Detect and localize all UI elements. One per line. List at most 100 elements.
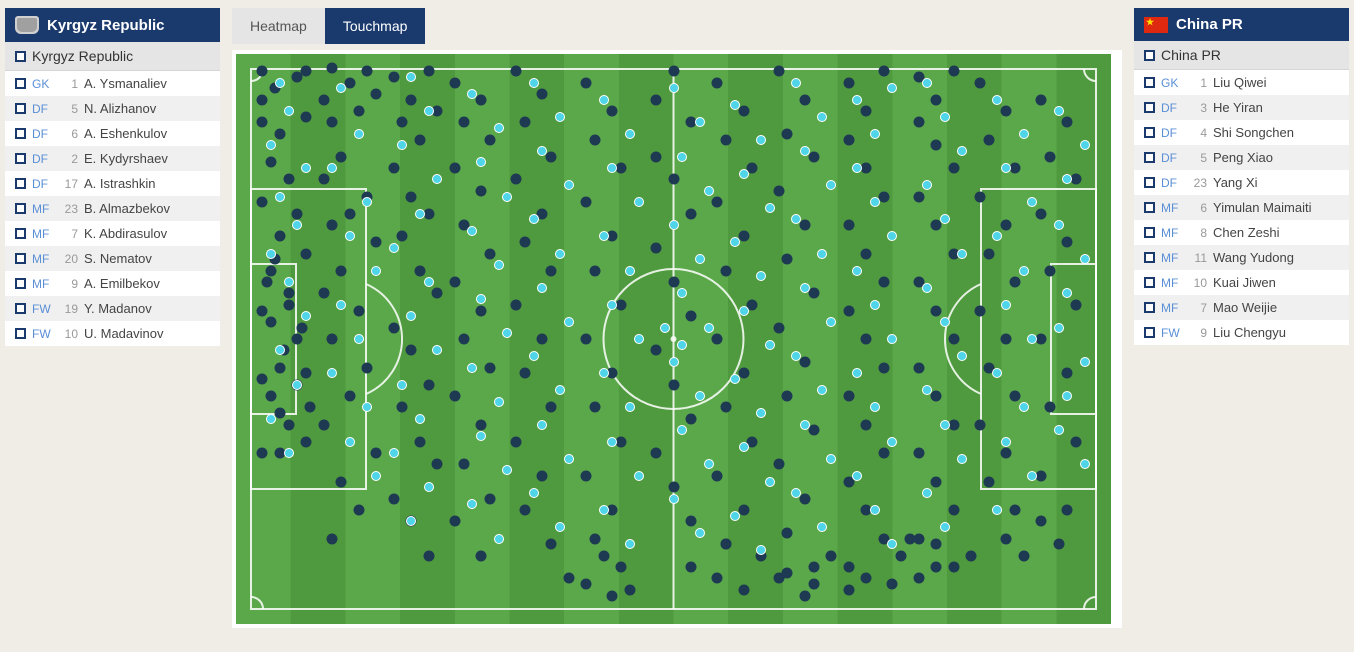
touch-dot	[1053, 539, 1064, 550]
touch-dot	[791, 351, 801, 361]
touch-dot	[651, 94, 662, 105]
left-team-subheader[interactable]: Kyrgyz Republic	[5, 42, 220, 71]
right-player-row[interactable]: DF4Shi Songchen	[1134, 120, 1349, 145]
touch-dot	[257, 94, 268, 105]
touch-dot	[336, 300, 346, 310]
right-player-row[interactable]: FW9Liu Chengyu	[1134, 320, 1349, 345]
touch-dot	[406, 311, 416, 321]
touch-dot	[257, 117, 268, 128]
touch-dot	[1062, 505, 1073, 516]
touch-dot	[887, 437, 897, 447]
left-player-row[interactable]: FW10U. Madavinov	[5, 321, 220, 346]
right-player-row[interactable]: GK1Liu Qiwei	[1134, 70, 1349, 95]
toggle-icon	[1144, 127, 1155, 138]
player-name: Y. Madanov	[84, 301, 152, 316]
right-player-row[interactable]: MF10Kuai Jiwen	[1134, 270, 1349, 295]
left-player-row[interactable]: FW19Y. Madanov	[5, 296, 220, 321]
touch-dot	[1001, 334, 1012, 345]
left-player-row[interactable]: GK1A. Ysmanaliev	[5, 71, 220, 96]
touch-dot	[878, 362, 889, 373]
toggle-icon	[15, 128, 26, 139]
right-player-row[interactable]: MF7Mao Weijie	[1134, 295, 1349, 320]
left-player-row[interactable]: DF5N. Alizhanov	[5, 96, 220, 121]
left-player-row[interactable]: DF2E. Kydyrshaev	[5, 146, 220, 171]
left-player-row[interactable]: DF6A. Eshenkulov	[5, 121, 220, 146]
player-position: MF	[1161, 301, 1183, 315]
left-player-row[interactable]: MF20S. Nematov	[5, 246, 220, 271]
toggle-icon	[1144, 327, 1155, 338]
touch-dot	[423, 66, 434, 77]
touch-dot	[765, 477, 775, 487]
touch-dot	[1009, 391, 1020, 402]
touch-dot	[940, 112, 950, 122]
right-player-row[interactable]: DF3He Yiran	[1134, 95, 1349, 120]
right-player-row[interactable]: DF5Peng Xiao	[1134, 145, 1349, 170]
touch-dot	[318, 419, 329, 430]
touch-dot	[983, 248, 994, 259]
player-number: 17	[60, 177, 78, 191]
right-subheader-label: China PR	[1161, 47, 1221, 63]
touch-dot	[371, 88, 382, 99]
china-flag-icon	[1144, 17, 1168, 33]
touch-dot	[353, 106, 364, 117]
tab-heatmap[interactable]: Heatmap	[232, 8, 325, 44]
touch-dot	[1001, 300, 1011, 310]
touch-dot	[843, 305, 854, 316]
touch-dot	[1009, 277, 1020, 288]
player-position: MF	[32, 252, 54, 266]
tab-touchmap[interactable]: Touchmap	[325, 8, 426, 44]
player-name: Shi Songchen	[1213, 125, 1294, 140]
touch-dot	[808, 151, 819, 162]
toggle-icon	[1144, 227, 1155, 238]
touch-dot	[275, 345, 285, 355]
touch-dot	[1054, 425, 1064, 435]
touch-dot	[887, 539, 897, 549]
touch-dot	[712, 573, 723, 584]
touch-dot	[957, 351, 967, 361]
touch-dot	[791, 488, 801, 498]
touch-dot	[283, 299, 294, 310]
left-player-row[interactable]: MF7K. Abdirasulov	[5, 221, 220, 246]
toggle-icon	[1144, 302, 1155, 313]
touch-dot	[476, 185, 487, 196]
touch-dot	[668, 174, 679, 185]
touch-dot	[458, 459, 469, 470]
touch-dot	[800, 283, 810, 293]
touch-dot	[887, 334, 897, 344]
touch-dot	[992, 368, 1002, 378]
right-player-row[interactable]: MF8Chen Zeshi	[1134, 220, 1349, 245]
touch-dot	[353, 305, 364, 316]
left-team-header: Kyrgyz Republic	[5, 8, 220, 42]
toggle-icon	[1144, 277, 1155, 288]
touch-dot	[529, 488, 539, 498]
touch-dot	[913, 573, 924, 584]
touch-dot	[476, 550, 487, 561]
right-player-row[interactable]: MF11Wang Yudong	[1134, 245, 1349, 270]
touch-dot	[494, 123, 504, 133]
right-player-row[interactable]: DF23Yang Xi	[1134, 170, 1349, 195]
touch-dot	[878, 277, 889, 288]
touch-dot	[519, 117, 530, 128]
touch-dot	[625, 129, 635, 139]
player-name: K. Abdirasulov	[84, 226, 167, 241]
touch-dot	[301, 163, 311, 173]
touch-dot	[292, 220, 302, 230]
touch-dot	[301, 248, 312, 259]
right-team-subheader[interactable]: China PR	[1134, 41, 1349, 70]
left-player-row[interactable]: DF17A. Istrashkin	[5, 171, 220, 196]
touch-dot	[458, 334, 469, 345]
touch-dot	[599, 368, 609, 378]
left-player-row[interactable]: MF9A. Emilbekov	[5, 271, 220, 296]
touch-dot	[494, 534, 504, 544]
pitch-container	[232, 50, 1122, 628]
touch-dot	[406, 516, 416, 526]
right-player-row[interactable]: MF6Yimulan Maimaiti	[1134, 195, 1349, 220]
touch-dot	[677, 288, 687, 298]
touch-dot	[283, 419, 294, 430]
touch-dot	[843, 220, 854, 231]
touch-dot	[353, 505, 364, 516]
touch-dot	[345, 231, 355, 241]
left-player-row[interactable]: MF23B. Almazbekov	[5, 196, 220, 221]
player-name: E. Kydyrshaev	[84, 151, 168, 166]
touch-dot	[266, 157, 277, 168]
